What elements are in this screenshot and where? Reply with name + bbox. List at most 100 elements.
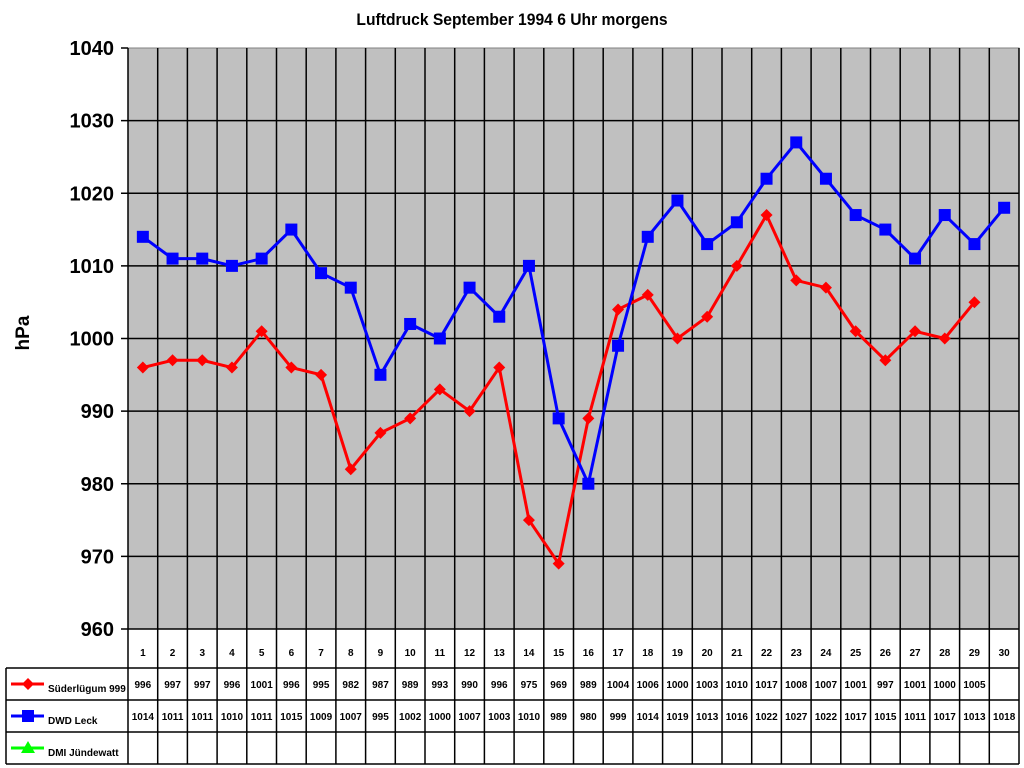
x-category-label: 19 [672,648,684,659]
diamond-marker [790,274,803,287]
diamond-marker [225,361,238,374]
table-cell-value: 1008 [785,680,808,691]
table-cell-value: 996 [224,680,241,691]
x-category-label: 12 [464,648,476,659]
table-cell-value: 982 [342,680,359,691]
diamond-marker [909,325,922,338]
y-tick-label: 970 [81,546,114,568]
table-cell-value: 1011 [251,712,273,723]
square-icon [22,710,34,722]
diamond-marker [641,288,654,301]
diamond-marker [968,296,981,309]
square-marker [166,252,179,265]
x-category-label: 25 [850,648,862,659]
diamond-marker [463,405,476,418]
diamond-marker [344,463,357,476]
x-category-label: 20 [702,648,714,659]
table-cell-value: 1019 [666,712,689,723]
square-marker [819,172,832,185]
table-cell-value: 997 [877,680,894,691]
table-cell-value: 1003 [696,680,719,691]
diamond-marker [582,412,595,425]
table-cell-value: 996 [491,680,508,691]
x-category-label: 1 [140,648,146,659]
y-tick-label: 990 [81,401,114,423]
table-cell-value: 1014 [132,712,155,723]
x-category-label: 24 [820,648,832,659]
square-marker [463,281,476,294]
table-cell-value: 975 [521,680,538,691]
square-marker [433,332,446,345]
x-category-label: 6 [289,648,295,659]
x-category-label: 3 [199,648,205,659]
chart-title: Luftdruck September 1994 6 Uhr morgens [356,10,668,29]
table-cell-value: 1009 [310,712,333,723]
table-cell-value: 1004 [607,680,630,691]
x-category-label: 22 [761,648,773,659]
table-cell-value: 1003 [488,712,511,723]
x-category-label: 14 [523,648,535,659]
square-marker [225,259,238,272]
table-cell-value: 1014 [637,712,660,723]
diamond-marker [701,310,714,323]
table-cell-value: 1001 [845,680,868,691]
diamond-marker [730,259,743,272]
diamond-marker [404,412,417,425]
y-tick-label: 1000 [70,329,115,351]
square-marker [344,281,357,294]
table-cell-value: 1013 [963,712,986,723]
x-category-label: 5 [259,648,265,659]
legend-label: DWD Leck [48,716,98,727]
table-cell-value: 1000 [666,680,689,691]
square-marker [641,230,654,243]
x-category-label: 15 [553,648,565,659]
triangle-icon [21,741,35,753]
square-marker [701,238,714,251]
x-category-label: 13 [494,648,506,659]
table-cell-value: 1017 [934,712,957,723]
table-cell-value: 996 [283,680,300,691]
table-cell-value: 1002 [399,712,422,723]
square-marker [522,259,535,272]
table-cell-value: 1022 [815,712,838,723]
table-cell-value: 997 [164,680,181,691]
diamond-marker [433,383,446,396]
square-marker [760,172,773,185]
square-marker [909,252,922,265]
x-category-label: 9 [378,648,384,659]
x-category-label: 8 [348,648,354,659]
square-marker [879,223,892,236]
square-marker [493,310,506,323]
square-marker [315,267,328,280]
square-marker [255,252,268,265]
table-cell-value: 1011 [904,712,926,723]
table-cell-value: 1027 [785,712,808,723]
table-cell-value: 1000 [429,712,452,723]
table-cell-value: 1017 [845,712,868,723]
y-tick-label: 1040 [70,38,115,60]
table-cell-value: 995 [372,712,389,723]
square-marker [849,209,862,222]
table-cell-value: 987 [372,680,389,691]
diamond-icon [22,678,34,690]
y-tick-label: 960 [81,619,114,641]
table-cell-value: 1017 [755,680,778,691]
table-cell-value: 1001 [251,680,274,691]
x-category-label: 17 [612,648,624,659]
table-cell-value: 1022 [755,712,778,723]
square-marker [374,368,387,381]
legend-label: DMI Jündewatt [48,748,119,759]
diamond-marker [136,361,149,374]
table-cell-value: 1015 [280,712,303,723]
table-cell-value: 1018 [993,712,1016,723]
diamond-marker [166,354,179,367]
table-cell-value: 993 [432,680,449,691]
x-category-label: 29 [969,648,981,659]
table-cell-value: 1013 [696,712,719,723]
table-cell-value: 1011 [191,712,213,723]
table-cell-value: 989 [402,680,419,691]
square-marker [790,136,803,149]
x-category-label: 10 [405,648,417,659]
table-cell-value: 1005 [963,680,986,691]
x-category-label: 26 [880,648,892,659]
